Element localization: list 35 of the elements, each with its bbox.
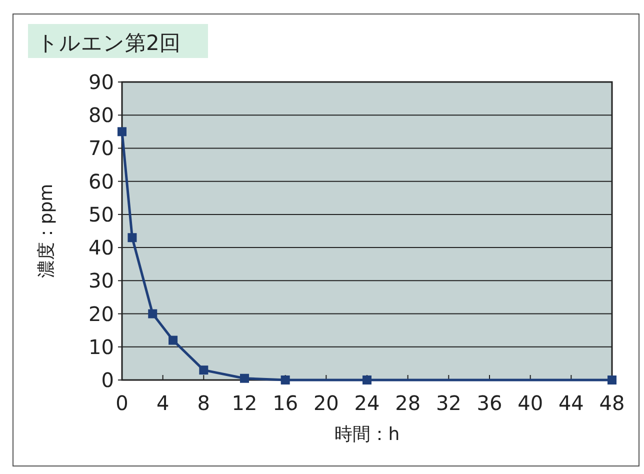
- x-tick-label: 48: [599, 391, 625, 415]
- x-tick-label: 36: [476, 391, 502, 415]
- point: [128, 233, 137, 242]
- x-tick-label: 4: [156, 391, 170, 415]
- point: [168, 336, 178, 345]
- point: [280, 376, 290, 384]
- y-tick-label: 40: [88, 236, 114, 260]
- x-tick-label: 24: [354, 391, 380, 415]
- x-tick-label: 12: [232, 391, 258, 415]
- y-tick-label: 90: [88, 70, 114, 94]
- x-axis-title: 時間：h: [334, 424, 400, 445]
- point: [362, 376, 372, 384]
- y-tick-label: 80: [88, 103, 114, 128]
- x-tick-label: 8: [197, 391, 210, 415]
- x-tick-label: 16: [272, 391, 298, 415]
- x-tick-label: 32: [436, 391, 462, 415]
- y-tick-label: 10: [88, 334, 114, 359]
- y-tick-label: 0: [101, 368, 114, 392]
- point: [199, 366, 208, 375]
- x-tick-label: 0: [116, 391, 128, 415]
- y-tick-label: 20: [88, 302, 114, 326]
- point: [608, 376, 616, 384]
- point: [240, 374, 249, 383]
- x-tick-label: 40: [518, 391, 544, 415]
- point: [148, 309, 158, 318]
- x-tick-label: 28: [395, 391, 421, 415]
- chart-title: トルエン第2回: [37, 31, 180, 55]
- point: [118, 127, 126, 136]
- x-tick-label: 44: [558, 391, 584, 415]
- y-tick-label: 70: [88, 136, 114, 160]
- y-axis-title: 濃度：ppm: [36, 184, 57, 278]
- x-tick-label: 20: [313, 391, 339, 415]
- y-tick-label: 50: [88, 202, 114, 226]
- y-tick-label: 60: [88, 169, 114, 194]
- y-tick-label: 30: [88, 268, 114, 293]
